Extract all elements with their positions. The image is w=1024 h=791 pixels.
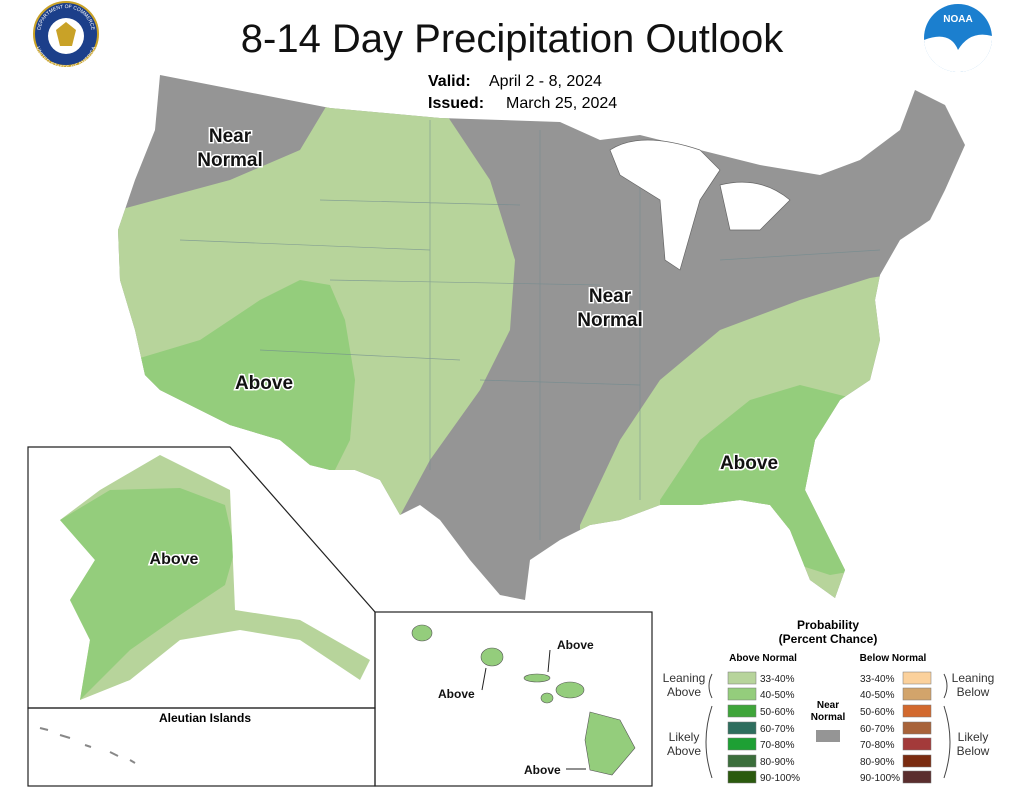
noaa-logo: NOAA — [924, 4, 993, 73]
legend-heading: Above Normal — [729, 653, 797, 664]
legend: Probability (Percent Chance) Above Norma… — [663, 618, 995, 784]
legend-range: 70-80% — [760, 740, 795, 751]
legend-swatch — [902, 754, 932, 768]
title: 8-14 Day Precipitation Outlook — [241, 17, 785, 61]
region-label: Near Normal — [197, 126, 262, 171]
legend-range: 40-50% — [860, 690, 895, 701]
region-label: Above — [438, 687, 475, 701]
legend-range: 50-60% — [860, 707, 895, 718]
legend-range: 70-80% — [860, 740, 895, 751]
legend-range: 50-60% — [760, 707, 795, 718]
legend-range: 90-100% — [760, 773, 800, 784]
legend-group: Likely Below — [957, 730, 990, 758]
legend-range: 33-40% — [860, 674, 895, 685]
region-label: Above — [557, 638, 594, 652]
region-label: Above — [720, 453, 778, 474]
hawaii-inset — [374, 611, 653, 787]
valid-label: Valid: — [428, 73, 471, 90]
island — [411, 624, 433, 642]
great-lakes — [609, 139, 791, 271]
island — [555, 681, 585, 699]
region-label: Near Normal — [577, 286, 642, 331]
legend-group: Leaning Above — [663, 671, 706, 699]
island — [540, 692, 554, 704]
issued-label: Issued: — [428, 95, 484, 112]
region-label: Above — [150, 551, 199, 568]
legend-group: Likely Above — [667, 730, 701, 758]
island — [480, 647, 504, 667]
island — [584, 711, 636, 776]
legend-swatch — [902, 770, 932, 784]
legend-swatch — [727, 737, 757, 751]
legend-brace — [705, 673, 951, 779]
legend-range: 80-90% — [860, 757, 895, 768]
legend-range: 80-90% — [760, 757, 795, 768]
legend-swatch — [902, 721, 932, 735]
legend-range: 33-40% — [760, 674, 795, 685]
logo-text: NOAA — [943, 14, 972, 25]
legend-range: 60-70% — [760, 724, 795, 735]
valid-dates: April 2 - 8, 2024 — [489, 73, 602, 90]
region-label: Above — [524, 763, 561, 777]
legend-swatch — [727, 671, 757, 685]
legend-heading: Below Normal — [860, 653, 927, 664]
legend-subtitle: (Percent Chance) — [779, 632, 878, 646]
legend-range: 90-100% — [860, 773, 900, 784]
legend-swatch — [902, 737, 932, 751]
issued-date: March 25, 2024 — [506, 95, 617, 112]
legend-swatch — [727, 754, 757, 768]
legend-label: Near Normal — [811, 700, 846, 723]
legend-swatch — [902, 671, 932, 685]
legend-range: 40-50% — [760, 690, 795, 701]
inset-title: Aleutian Islands — [159, 711, 251, 725]
island — [523, 673, 551, 683]
legend-swatch — [902, 704, 932, 718]
legend-swatch — [727, 687, 757, 701]
hawaii-map — [411, 624, 636, 776]
legend-title: Probability — [797, 618, 859, 632]
region-label: Above — [235, 373, 293, 394]
legend-swatch — [727, 704, 757, 718]
legend-range: 60-70% — [860, 724, 895, 735]
aleutian-islands — [39, 727, 136, 764]
legend-swatch — [727, 770, 757, 784]
legend-group: Leaning Below — [952, 671, 995, 699]
alaska-map — [60, 455, 370, 700]
legend-swatch — [816, 730, 840, 742]
legend-swatch — [902, 687, 932, 701]
leader-line — [481, 649, 586, 770]
commerce-seal: DEPARTMENT OF COMMERCE UNITED STATES OF … — [33, 1, 99, 71]
legend-swatch — [727, 721, 757, 735]
